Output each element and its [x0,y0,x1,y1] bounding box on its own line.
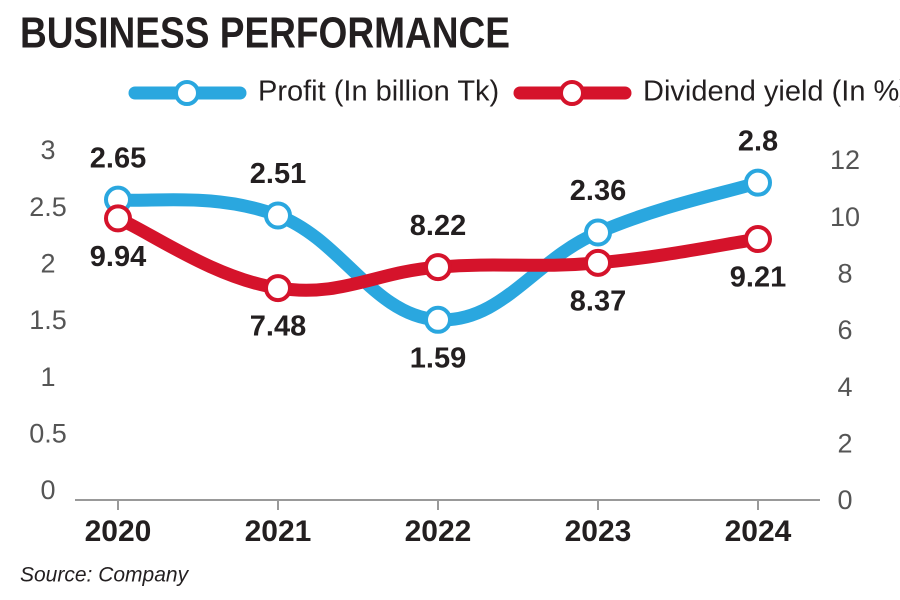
data-label: 7.48 [250,311,306,343]
y-tick-label: 1 [40,362,55,392]
point [424,253,452,282]
y2-tick-label: 0 [837,485,852,515]
data-label: 8.37 [570,286,626,318]
data-label: 2.51 [250,158,306,190]
legend-label: Profit (In billion Tk) [258,76,499,108]
data-label: 2.8 [738,125,778,157]
x-tick-label: 2022 [405,515,472,548]
x-tick-label: 2020 [85,515,152,548]
data-label: 9.21 [730,262,786,294]
y2-tick-label: 10 [830,202,860,232]
x-tick-label: 2021 [245,515,312,548]
point [264,201,292,230]
data-label: 2.65 [90,142,146,174]
source-note: Source: Company [20,564,190,587]
y2-tick-label: 8 [837,258,852,288]
point [264,274,292,303]
x-tick-label: 2023 [565,515,632,548]
legend-label: Dividend yield (In %) [643,76,900,108]
y-tick-label: 3 [40,135,55,165]
data-label: 8.22 [410,210,466,242]
y-tick-label: 2 [40,248,55,278]
point [424,305,452,334]
y2-tick-label: 6 [837,315,852,345]
y2-tick-label: 4 [837,372,852,402]
point [104,204,132,233]
y-tick-label: 1.5 [29,305,67,335]
point [744,168,772,197]
y-tick-label: 0.5 [29,418,67,448]
chart-title: BUSINESS PERFORMANCE [20,9,510,58]
point [584,218,612,247]
legend-marker [174,80,200,106]
point [744,225,772,254]
y-tick-label: 0 [40,475,55,505]
data-label: 9.94 [90,241,146,273]
point [584,248,612,277]
y2-tick-label: 2 [837,428,852,458]
legend-marker [559,80,585,106]
data-label: 1.59 [410,342,466,374]
x-tick-label: 2024 [725,515,792,548]
y-tick-label: 2.5 [29,192,67,222]
y2-tick-label: 12 [830,145,860,175]
data-label: 2.36 [570,175,626,207]
